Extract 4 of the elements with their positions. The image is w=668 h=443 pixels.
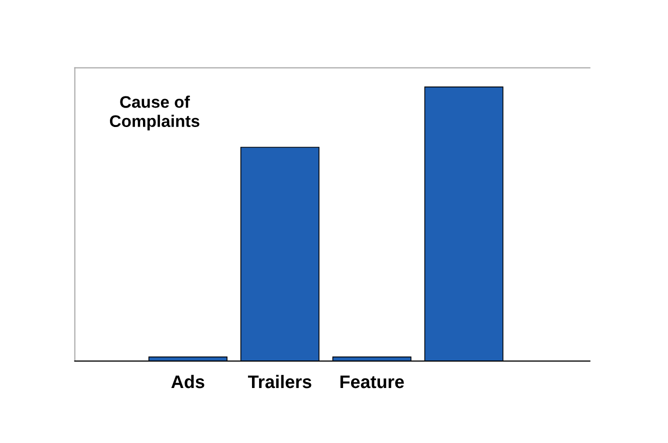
text: Cause of Complaints — [110, 96, 200, 130]
x-tick-label: Trailers — [248, 374, 312, 388]
x-tick-label: Feature — [340, 376, 404, 388]
x-tick-label: Ads — [171, 374, 204, 388]
